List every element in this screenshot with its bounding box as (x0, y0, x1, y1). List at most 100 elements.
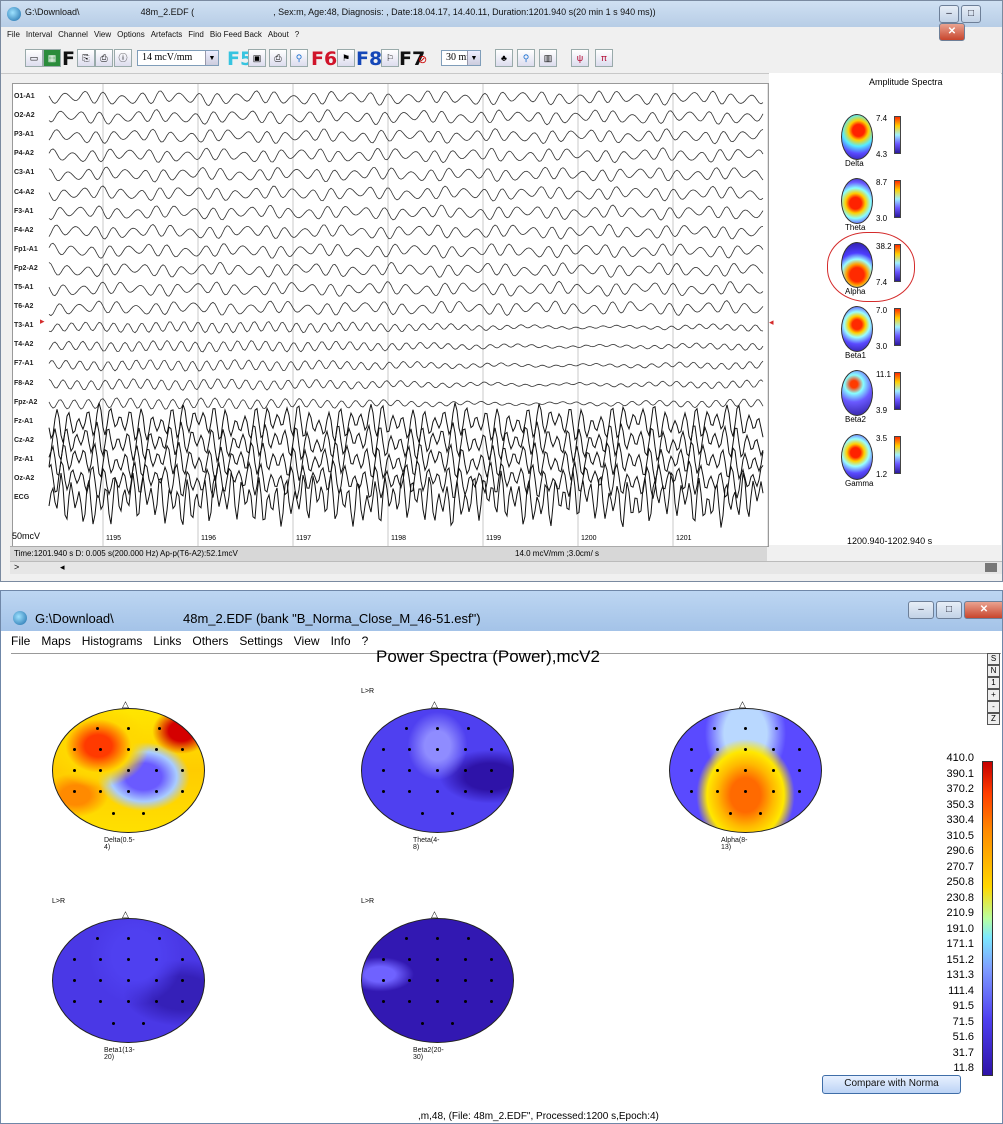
menu-item-links[interactable]: Links (153, 634, 182, 648)
menu-item-histograms[interactable]: Histograms (81, 634, 143, 648)
filter-icon[interactable]: F (62, 48, 75, 70)
menu-item--[interactable]: ? (294, 30, 300, 39)
band-map-beta1[interactable] (841, 306, 873, 352)
marker-icon[interactable]: ⚑ (337, 49, 355, 67)
band-map-gamma[interactable] (841, 434, 873, 480)
chart-icon[interactable]: ▥ (539, 49, 557, 67)
minimize-button[interactable]: – (939, 5, 959, 23)
electrode-dot (451, 811, 455, 815)
channel-label[interactable]: Oz-A2 (14, 475, 35, 482)
eeg-trace (48, 421, 764, 464)
menu-item-help[interactable]: ? (361, 634, 369, 648)
menu-item-view[interactable]: View (293, 634, 320, 648)
electrode-dot (690, 790, 694, 794)
maximize-button[interactable]: □ (961, 5, 981, 23)
print-icon[interactable]: ⎙ (95, 49, 113, 67)
channel-label[interactable]: F7-A1 (14, 360, 34, 368)
channel-label[interactable]: C4-A2 (14, 188, 35, 196)
stop-icon[interactable]: ⊘ (418, 54, 428, 66)
colorbar-value: 390.1 (946, 767, 974, 780)
power-map-alpha[interactable] (669, 708, 822, 833)
channel-label[interactable]: ECG (14, 494, 30, 502)
channel-label[interactable]: T6-A2 (14, 303, 34, 311)
electrode-dot (466, 936, 470, 940)
f7-button[interactable]: F7 (399, 48, 426, 70)
amplitude-scale-label: 50mcV (12, 531, 41, 541)
sensitivity-select[interactable]: 14 mcV/mm ▼ (137, 50, 219, 66)
dim-icon[interactable]: ψ (571, 49, 589, 67)
minimize-button[interactable]: – (908, 601, 934, 619)
menu-item-find[interactable]: Find (188, 30, 204, 39)
disk-icon[interactable]: ▣ (248, 49, 266, 67)
channel-label[interactable]: Fp1-A1 (14, 245, 38, 253)
horizontal-scrollbar[interactable]: > ◂ (10, 561, 1002, 574)
menu-item-artefacts[interactable]: Artefacts (150, 30, 183, 39)
channel-label[interactable]: C3-A1 (14, 169, 35, 177)
f6-button[interactable]: F6 (311, 48, 338, 70)
menu-item-about[interactable]: About (267, 30, 289, 39)
menu-item-file[interactable]: File (11, 634, 31, 648)
channel-label[interactable]: F4-A2 (14, 226, 34, 234)
dsa-icon[interactable]: π (595, 49, 613, 67)
band-map-delta[interactable] (841, 114, 873, 160)
search-icon[interactable]: ⚲ (290, 49, 308, 67)
menu-item-info[interactable]: Info (330, 634, 351, 648)
channel-label[interactable]: F3-A1 (14, 207, 34, 215)
menu-item-others[interactable]: Others (192, 634, 229, 648)
side-button-3[interactable]: + (987, 689, 1000, 701)
close-button[interactable]: ✕ (939, 23, 965, 41)
channel-label[interactable]: O1-A1 (14, 93, 35, 100)
channel-label[interactable]: T5-A1 (14, 284, 34, 291)
channel-label[interactable]: F8-A2 (14, 379, 34, 387)
band-max-value: 8.7 (876, 178, 888, 187)
menu-item-channel[interactable]: Channel (58, 30, 88, 39)
electrode-dot (466, 726, 470, 730)
spectrum-icon[interactable]: ⚲ (517, 49, 535, 67)
menu-item-interval[interactable]: Interval (25, 30, 53, 39)
channel-label[interactable]: P3-A1 (14, 131, 34, 139)
power-map-beta2[interactable] (361, 918, 514, 1043)
eeg-trace-panel[interactable]: 11951196119711981199120012011202 (12, 83, 787, 547)
side-button-2[interactable]: 1 (987, 677, 1000, 689)
scroll-prev-icon[interactable]: ◂ (60, 562, 65, 572)
maximize-button[interactable]: □ (936, 601, 962, 619)
open-icon[interactable]: ▭ (25, 49, 43, 67)
channel-label[interactable]: Fpz-A2 (14, 398, 38, 406)
channel-label[interactable]: T4-A2 (14, 341, 34, 349)
electrode-dot (180, 957, 184, 961)
printer-icon[interactable]: ⎙ (269, 49, 287, 67)
f5-button[interactable]: F5 (227, 48, 254, 70)
channel-label[interactable]: Cz-A2 (14, 436, 34, 444)
menu-item-bio-feed-back[interactable]: Bio Feed Back (209, 30, 262, 39)
scroll-thumb[interactable] (985, 563, 997, 572)
close-button[interactable]: ✕ (964, 601, 1002, 619)
copy-icon[interactable]: ⎘ (77, 49, 95, 67)
channel-label[interactable]: P4-A2 (14, 150, 34, 158)
band-map-theta[interactable] (841, 178, 873, 224)
menu-item-view[interactable]: View (93, 30, 112, 39)
info-icon[interactable]: ⓘ (114, 49, 132, 67)
side-button-4[interactable]: - (987, 701, 1000, 713)
menu-item-settings[interactable]: Settings (239, 634, 283, 648)
side-button-5[interactable]: Z (987, 713, 1000, 725)
channel-label[interactable]: Fz-A1 (14, 417, 34, 425)
mapping-icon[interactable]: ♣ (495, 49, 513, 67)
f8-button[interactable]: F8 (356, 48, 383, 70)
compare-with-norma-button[interactable]: Compare with Norma (822, 1075, 961, 1094)
side-button-0[interactable]: S (987, 653, 1000, 665)
menu-item-maps[interactable]: Maps (41, 634, 71, 648)
electrode-dot (463, 769, 467, 772)
scroll-left-icon[interactable]: > (14, 562, 20, 572)
menu-item-file[interactable]: File (7, 30, 20, 39)
channel-label[interactable]: T3-A1 (14, 322, 34, 330)
ps-window-title: G:\Download\ 48m_2.EDF (bank "B_Norma_Cl… (35, 611, 481, 626)
side-button-1[interactable]: N (987, 665, 1000, 677)
menu-item-options[interactable]: Options (117, 30, 145, 39)
channel-label[interactable]: Pz-A1 (14, 455, 34, 463)
channel-label[interactable]: Fp2-A2 (14, 264, 38, 272)
pin-icon[interactable]: ⚐ (381, 49, 399, 67)
band-map-beta2[interactable] (841, 370, 873, 416)
montage-icon[interactable]: ▦ (43, 49, 61, 67)
timebase-select[interactable]: 30 mr ▼ (441, 50, 481, 66)
channel-label[interactable]: O2-A2 (14, 112, 35, 120)
